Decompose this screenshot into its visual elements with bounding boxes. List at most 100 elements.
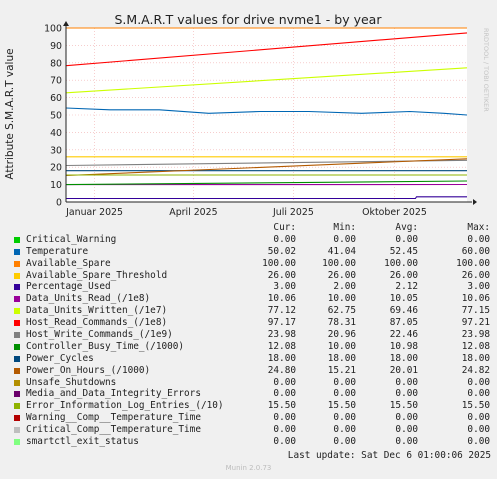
legend-series-name: Critical_Comp__Temperature_Time	[26, 424, 201, 436]
legend-value-cur: 18.00	[267, 352, 296, 364]
legend-value-avg: 20.01	[389, 364, 418, 376]
legend-value-min: 62.75	[327, 305, 356, 317]
legend-value-cur: 23.98	[267, 329, 296, 341]
legend-series-name: Controller_Busy_Time_(/1000)	[26, 340, 185, 352]
legend-row: Controller_Busy_Time_(/1000) 12.08 10.00 10…	[14, 341, 490, 353]
legend-header-min: Min:	[333, 222, 356, 233]
series-line-7	[65, 32, 468, 67]
series-line-11	[65, 158, 468, 177]
legend-series-name: smartctl_exit_status	[26, 436, 139, 448]
chart: S.M.A.R.T values for drive nvme1 - by ye…	[4, 12, 490, 218]
legend-header: Cur: Min: Avg: Max:	[14, 222, 490, 234]
legend-series-name: Critical_Warning	[26, 233, 117, 245]
legend-series-name: Power_Cycles	[26, 352, 94, 364]
legend-header-max: Max:	[467, 222, 490, 233]
y-tick-label: 60	[50, 93, 62, 104]
legend-value-max: 0.00	[467, 424, 490, 436]
legend-value-max: 0.00	[467, 233, 490, 245]
legend-value-min: 10.00	[327, 340, 356, 352]
legend-value-max: 26.00	[461, 269, 490, 281]
legend-swatch	[14, 320, 20, 327]
legend-swatch	[14, 236, 20, 243]
legend-row: Power_Cycles 18.00 18.00 18.00 18.00	[14, 353, 490, 365]
legend-value-avg: 0.00	[395, 388, 418, 400]
watermark: RRDTOOL / TOBI OETIKER	[482, 28, 490, 112]
legend-value-max: 12.08	[461, 340, 490, 352]
series-line-6	[65, 67, 468, 94]
legend-row: Available_Spare 100.00 100.00 100.00 100.00	[14, 258, 490, 270]
legend-value-cur: 0.00	[273, 388, 296, 400]
legend-value-min: 26.00	[327, 269, 356, 281]
legend-value-min: 2.00	[333, 281, 356, 293]
legend-row: smartctl_exit_status 0.00 0.00 0.00 0.00	[14, 436, 490, 448]
legend-series-name: Warning__Comp__Temperature_Time	[26, 412, 201, 424]
legend-series-name: Percentage_Used	[26, 281, 111, 293]
legend-value-avg: 100.00	[384, 257, 418, 269]
legend-value-avg: 0.00	[395, 233, 418, 245]
y-tick-label: 70	[50, 76, 62, 87]
legend-value-max: 15.50	[461, 400, 490, 412]
legend-value-avg: 87.05	[389, 317, 418, 329]
legend-swatch	[14, 284, 20, 291]
legend-value-max: 10.06	[461, 293, 490, 305]
legend-row: Unsafe_Shutdowns 0.00 0.00 0.00 0.00	[14, 377, 490, 389]
x-axis-arrow	[473, 199, 477, 205]
legend-swatch	[14, 272, 20, 279]
legend-series-name: Host_Read_Commands_(/1e8)	[26, 317, 168, 329]
legend-value-min: 18.00	[327, 352, 356, 364]
footer: Munin 2.0.73	[225, 464, 272, 472]
y-axis-arrow	[63, 21, 69, 26]
x-tick-label: April 2025	[169, 207, 217, 218]
y-tick-label: 80	[50, 58, 62, 69]
legend-value-max: 24.82	[461, 364, 490, 376]
legend-value-avg: 10.05	[389, 293, 418, 305]
legend-value-min: 0.00	[333, 388, 356, 400]
y-tick-label: 20	[50, 163, 62, 174]
legend-value-min: 20.96	[327, 329, 356, 341]
legend-value-avg: 15.50	[389, 400, 418, 412]
legend-value-cur: 3.00	[273, 281, 296, 293]
legend-value-min: 10.00	[327, 293, 356, 305]
legend-series-name: Media_and_Data_Integrity_Errors	[26, 388, 201, 400]
legend-value-min: 0.00	[333, 424, 356, 436]
y-tick-label: 10	[50, 180, 62, 191]
legend-value-min: 15.50	[327, 400, 356, 412]
legend-value-min: 78.31	[327, 317, 356, 329]
legend-swatch	[14, 379, 20, 386]
legend-swatch	[14, 296, 20, 303]
legend-value-cur: 77.12	[267, 305, 296, 317]
legend-value-avg: 2.12	[395, 281, 418, 293]
legend-value-max: 97.21	[461, 317, 490, 329]
legend-value-cur: 12.08	[267, 340, 296, 352]
legend-series-name: Available_Spare	[26, 257, 111, 269]
legend-value-min: 15.21	[327, 364, 356, 376]
y-tick-label: 100	[44, 24, 62, 35]
legend-value-avg: 10.98	[389, 340, 418, 352]
legend-value-cur: 0.00	[273, 436, 296, 448]
legend-value-avg: 69.46	[389, 305, 418, 317]
legend-value-max: 0.00	[467, 412, 490, 424]
legend-series-name: Available_Spare_Threshold	[26, 269, 168, 281]
legend-value-min: 41.04	[327, 245, 356, 257]
legend-value-max: 100.00	[456, 257, 490, 269]
legend-value-min: 0.00	[333, 436, 356, 448]
legend-swatch	[14, 332, 20, 339]
legend-series-name: Temperature	[26, 245, 89, 257]
y-tick-label: 40	[50, 128, 62, 139]
y-tick-label: 0	[56, 198, 62, 209]
legend-value-cur: 15.50	[267, 400, 296, 412]
legend-value-avg: 22.46	[389, 329, 418, 341]
legend-row: Percentage_Used 3.00 2.00 2.12 3.00	[14, 281, 490, 293]
legend-value-max: 23.98	[461, 329, 490, 341]
legend-row: Power_On_Hours_(/1000) 24.80 15.21 20.01 24.…	[14, 365, 490, 377]
y-tick-label: 50	[50, 111, 62, 122]
legend-swatch	[14, 355, 20, 362]
legend-value-min: 100.00	[322, 257, 356, 269]
legend-header-avg: Avg:	[395, 222, 418, 233]
legend-value-cur: 100.00	[262, 257, 296, 269]
x-ticks: Januar 2025 April 2025 Juli 2025 Oktober 20…	[65, 207, 427, 218]
legend-row: Media_and_Data_Integrity_Errors 0.00 0.00 0…	[14, 388, 490, 400]
legend-series-name: Data_Units_Written_(/1e7)	[26, 305, 168, 317]
legend-row: Critical_Warning 0.00 0.00 0.00 0.00	[14, 234, 490, 246]
legend-series-name: Error_Information_Log_Entries_(/10)	[26, 400, 224, 412]
